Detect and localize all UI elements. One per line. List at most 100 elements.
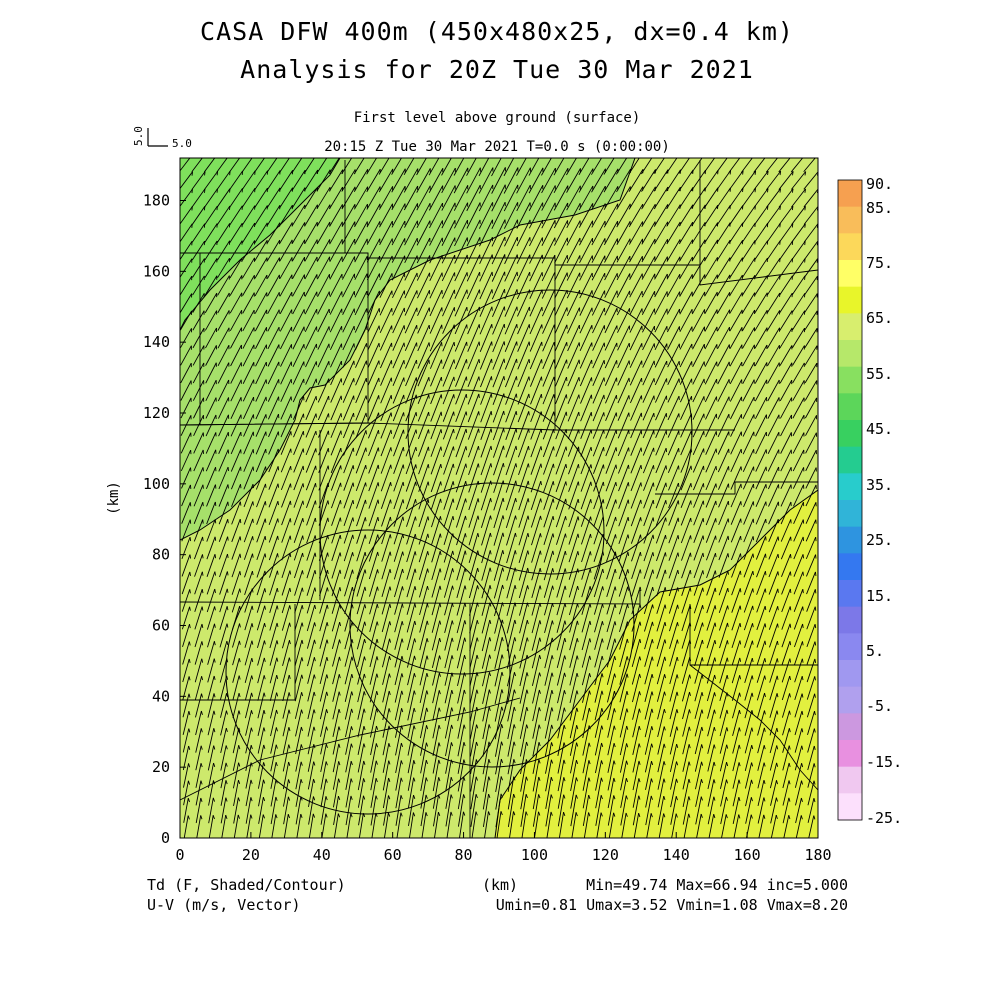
wind-vector-head xyxy=(801,780,803,785)
wind-vector xyxy=(494,724,503,757)
wind-vector xyxy=(493,445,504,476)
wind-vector xyxy=(607,760,615,791)
wind-vector xyxy=(608,812,615,838)
wind-vector xyxy=(268,483,279,508)
wind-vector xyxy=(682,761,690,790)
wind-vector-head xyxy=(626,656,629,661)
wind-vector-head xyxy=(801,745,804,750)
wind-vector xyxy=(592,307,605,334)
wind-vector-head xyxy=(726,727,729,732)
wind-vector xyxy=(407,690,415,721)
wind-vector-head xyxy=(264,553,267,558)
wind-vector-head xyxy=(565,446,568,451)
wind-vector xyxy=(519,637,528,669)
wind-vector xyxy=(206,554,216,577)
wind-vector xyxy=(767,449,780,472)
wind-vector xyxy=(469,620,478,651)
wind-vector xyxy=(754,362,768,384)
wind-vector xyxy=(765,158,779,173)
wind-vector-head xyxy=(365,482,367,487)
wind-vector xyxy=(528,202,544,229)
wind-vector xyxy=(481,532,491,564)
wind-vector xyxy=(180,432,192,454)
wind-vector-head xyxy=(714,570,717,575)
wind-vector xyxy=(703,170,719,191)
wind-vector-head xyxy=(813,798,816,803)
wind-vector-head xyxy=(227,501,229,506)
wind-vector xyxy=(244,605,253,631)
wind-vector-head xyxy=(350,726,354,731)
wind-vector xyxy=(181,467,191,489)
wind-vector xyxy=(793,589,804,612)
wind-vector-head xyxy=(727,622,729,627)
wind-vector xyxy=(230,397,242,419)
wind-vector xyxy=(491,271,506,300)
wind-vector xyxy=(494,689,503,722)
wind-vector-head xyxy=(689,691,691,697)
wind-vector xyxy=(330,395,342,421)
wind-vector xyxy=(229,257,243,279)
wind-vector xyxy=(233,780,239,806)
wind-vector xyxy=(355,464,367,492)
wind-vector-head xyxy=(402,481,405,487)
wind-vector xyxy=(257,744,265,772)
wind-vector xyxy=(718,518,729,543)
wind-vector xyxy=(732,779,740,807)
wind-vector xyxy=(254,187,268,209)
wind-vector-head xyxy=(400,760,403,765)
wind-vector xyxy=(353,169,369,192)
wind-vector xyxy=(606,603,616,633)
wind-vector xyxy=(208,797,214,824)
wind-vector xyxy=(582,673,590,703)
wind-vector-head xyxy=(262,796,266,802)
wind-vector xyxy=(268,413,279,438)
wind-vector xyxy=(507,776,515,810)
wind-vector xyxy=(382,725,390,756)
wind-vector xyxy=(380,429,392,457)
wind-vector xyxy=(330,430,342,456)
wind-vector-head xyxy=(301,587,304,592)
wind-vector-head xyxy=(792,171,794,176)
wind-vector-head xyxy=(588,707,591,713)
wind-vector xyxy=(779,362,793,384)
wind-vector xyxy=(218,466,229,490)
wind-vector xyxy=(255,344,267,367)
wind-vector-head xyxy=(501,637,504,642)
wind-vector xyxy=(666,221,681,245)
wind-vector-head xyxy=(526,637,529,642)
wind-vector xyxy=(706,552,716,579)
wind-vector xyxy=(766,310,781,331)
wind-vector xyxy=(619,656,628,685)
wind-vector xyxy=(516,167,531,194)
wind-vector xyxy=(218,519,229,542)
wind-vector xyxy=(292,274,305,297)
wind-vector xyxy=(317,291,330,315)
wind-vector xyxy=(466,184,481,212)
wind-vector-head xyxy=(650,813,653,818)
wind-vector xyxy=(194,554,203,577)
wind-vector-head xyxy=(551,655,554,660)
wind-vector xyxy=(708,814,715,838)
wind-vector-head xyxy=(288,692,291,697)
wind-vector xyxy=(720,796,727,825)
wind-vector xyxy=(679,256,693,280)
wind-vector-head xyxy=(251,657,254,663)
wind-vector xyxy=(217,362,230,384)
wind-vector-head xyxy=(553,411,555,416)
wind-vector-head xyxy=(588,794,591,799)
wind-vector xyxy=(654,238,668,263)
wind-vector xyxy=(532,689,540,722)
wind-vector-head xyxy=(776,675,779,680)
wind-vector-head xyxy=(601,673,604,678)
wind-vector xyxy=(431,603,441,633)
wind-vector xyxy=(218,484,229,507)
wind-vector-head xyxy=(327,569,329,575)
wind-vector xyxy=(591,255,606,281)
wind-vector xyxy=(669,726,678,755)
wind-vector xyxy=(181,571,191,595)
wind-vector xyxy=(530,446,542,475)
wind-vector xyxy=(605,499,617,527)
wind-vector-head xyxy=(713,796,716,801)
wind-vector xyxy=(204,258,218,278)
